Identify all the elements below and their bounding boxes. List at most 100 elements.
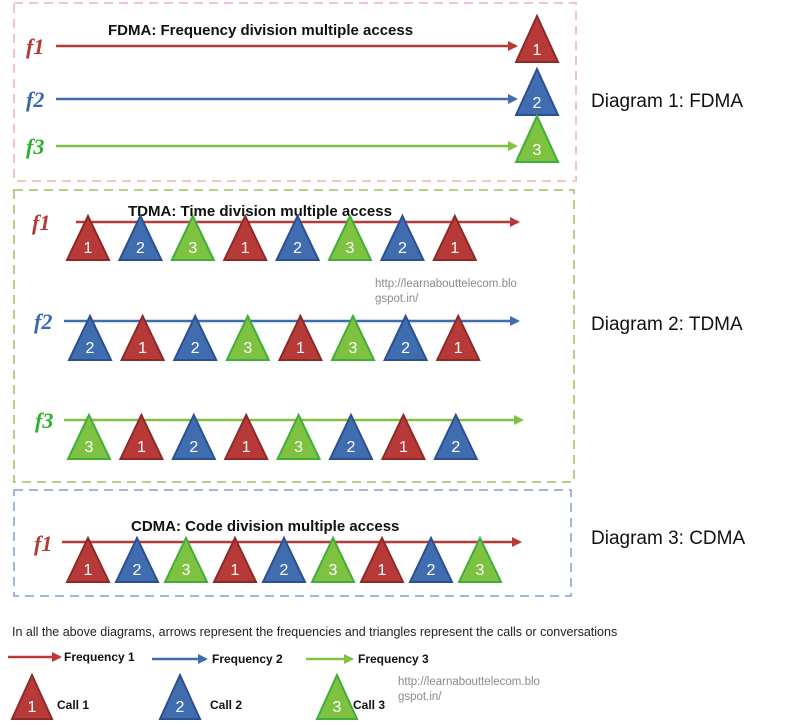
cdma-row-1-call-9-number: 3 — [476, 562, 485, 579]
legend-call-1-number: 1 — [28, 699, 37, 716]
cdma-row-1-call-8-number: 2 — [427, 562, 436, 579]
tdma-side-label: Diagram 2: TDMA — [591, 314, 743, 335]
cdma-row-1-call-2-number: 2 — [133, 562, 142, 579]
tdma-row-3-call-6-triangle — [328, 412, 374, 460]
cdma-row-1-call-4-triangle — [212, 535, 258, 583]
tdma-row-1-call-1-triangle — [65, 213, 111, 261]
tdma-row-2-call-8-triangle — [435, 313, 481, 361]
tdma-row-1-call-8-number: 1 — [450, 240, 459, 257]
cdma-row-1-call-4-number: 1 — [231, 562, 240, 579]
cdma-row-1-call-2-triangle — [114, 535, 160, 583]
cdma-row-1-call-1-number: 1 — [84, 562, 93, 579]
tdma-panel-box — [13, 189, 575, 483]
tdma-row-1-call-4-number: 1 — [241, 240, 250, 257]
tdma-row-2-call-5-triangle — [277, 313, 323, 361]
tdma-row-2-call-6-triangle — [330, 313, 376, 361]
tdma-row-3-call-6-number: 2 — [347, 439, 356, 456]
tdma-row-2-call-8-number: 1 — [454, 340, 463, 357]
tdma-row-2-call-3-triangle — [172, 313, 218, 361]
tdma-row-2-call-2-triangle — [120, 313, 166, 361]
tdma-row-2-call-7-number: 2 — [401, 340, 410, 357]
fdma-row-3-call-1-number: 3 — [533, 142, 542, 159]
legend-frequency-2-label: Frequency 2 — [212, 652, 283, 666]
tdma-row-1-call-5-triangle — [275, 213, 321, 261]
tdma-row-1-call-5-number: 2 — [293, 240, 302, 257]
legend-caption: In all the above diagrams, arrows repres… — [12, 625, 617, 639]
legend-call-3-triangle — [315, 672, 359, 720]
legend-call-3-label: Call 3 — [353, 698, 385, 712]
cdma-row-1-call-3-number: 3 — [182, 562, 191, 579]
tdma-row-1-call-6-triangle — [327, 213, 373, 261]
legend-watermark-line2: gspot.in/ — [398, 691, 442, 703]
tdma-row-3-call-5-number: 3 — [294, 439, 303, 456]
cdma-row-1-call-6-number: 3 — [329, 562, 338, 579]
tdma-row-1-call-2-triangle — [117, 213, 163, 261]
cdma-row-1-call-8-triangle — [408, 535, 454, 583]
tdma-row-2-call-2-number: 1 — [138, 340, 147, 357]
fdma-row-3-call-1-triangle — [514, 113, 560, 163]
tdma-title: TDMA: Time division multiple access — [128, 203, 392, 220]
legend-call-1-label: Call 1 — [57, 698, 89, 712]
tdma-row-1-call-7-triangle — [379, 213, 425, 261]
tdma-row-3-call-2-number: 1 — [137, 439, 146, 456]
tdma-watermark-line1: http://learnabouttelecom.blo — [375, 278, 517, 290]
tdma-row-1-label: f1 — [32, 210, 50, 235]
legend-call-3-number: 3 — [333, 699, 342, 716]
tdma-row-2-call-4-triangle — [225, 313, 271, 361]
tdma-row-3-call-4-triangle — [223, 412, 269, 460]
legend-call-2-label: Call 2 — [210, 698, 242, 712]
legend-frequency-1-label: Frequency 1 — [64, 650, 135, 664]
legend-frequency-3-label: Frequency 3 — [358, 652, 429, 666]
cdma-row-1-call-6-triangle — [310, 535, 356, 583]
tdma-row-3-call-8-number: 2 — [451, 439, 460, 456]
tdma-row-3-call-1-number: 3 — [85, 439, 94, 456]
tdma-row-3-call-8-triangle — [433, 412, 479, 460]
tdma-row-2-call-4-number: 3 — [243, 340, 252, 357]
tdma-row-2-label: f2 — [34, 309, 52, 334]
tdma-row-3-call-3-triangle — [171, 412, 217, 460]
fdma-row-2-call-1-number: 2 — [533, 95, 542, 112]
tdma-row-2-call-5-number: 1 — [296, 340, 305, 357]
tdma-row-1-call-8-triangle — [432, 213, 478, 261]
legend-watermark-line1: http://learnabouttelecom.blo — [398, 676, 540, 688]
legend-call-2-number: 2 — [176, 699, 185, 716]
fdma-row-1-call-1-number: 1 — [533, 42, 542, 59]
cdma-row-1-call-7-triangle — [359, 535, 405, 583]
cdma-row-1-call-5-triangle — [261, 535, 307, 583]
tdma-row-2-call-6-number: 3 — [349, 340, 358, 357]
cdma-row-1-call-9-triangle — [457, 535, 503, 583]
tdma-row-3-call-1-triangle — [66, 412, 112, 460]
tdma-row-2-call-3-number: 2 — [191, 340, 200, 357]
tdma-watermark-line2: gspot.in/ — [375, 293, 419, 305]
tdma-row-1-call-3-triangle — [170, 213, 216, 261]
cdma-row-1-call-1-triangle — [65, 535, 111, 583]
tdma-row-1-call-7-number: 2 — [398, 240, 407, 257]
tdma-row-3-call-2-triangle — [118, 412, 164, 460]
tdma-row-2-call-1-number: 2 — [86, 340, 95, 357]
cdma-panel-box — [13, 489, 572, 597]
cdma-title: CDMA: Code division multiple access — [131, 518, 399, 535]
tdma-row-3-call-5-triangle — [276, 412, 322, 460]
signal-rows: f1 1 f2 2 f3 3 f1 1 2 3 1 2 3 2 1 f2 2 1 2 3 1 3 2 1 f3 3 1 2 1 3 2 1 2 f… — [10, 13, 560, 720]
tdma-row-1-call-1-number: 1 — [84, 240, 93, 257]
cdma-row-1-label: f1 — [34, 531, 52, 556]
tdma-row-3-call-3-number: 2 — [189, 439, 198, 456]
tdma-row-3-call-7-number: 1 — [399, 439, 408, 456]
fdma-row-2-label: f2 — [26, 87, 44, 112]
fdma-panel-box — [13, 2, 577, 182]
tdma-row-1-call-3-number: 3 — [188, 240, 197, 257]
fdma-row-1-label: f1 — [26, 34, 44, 59]
tdma-row-3-call-4-number: 1 — [242, 439, 251, 456]
cdma-row-1-call-3-triangle — [163, 535, 209, 583]
tdma-row-1-call-6-number: 3 — [346, 240, 355, 257]
fdma-title: FDMA: Frequency division multiple access — [108, 22, 413, 39]
cdma-side-label: Diagram 3: CDMA — [591, 528, 745, 549]
tdma-row-1-call-4-triangle — [222, 213, 268, 261]
fdma-row-3-label: f3 — [26, 134, 44, 159]
fdma-side-label: Diagram 1: FDMA — [591, 91, 743, 112]
tdma-row-3-label: f3 — [35, 408, 53, 433]
cdma-row-1-call-5-number: 2 — [280, 562, 289, 579]
cdma-row-1-call-7-number: 1 — [378, 562, 387, 579]
legend-call-1-triangle — [10, 672, 54, 720]
